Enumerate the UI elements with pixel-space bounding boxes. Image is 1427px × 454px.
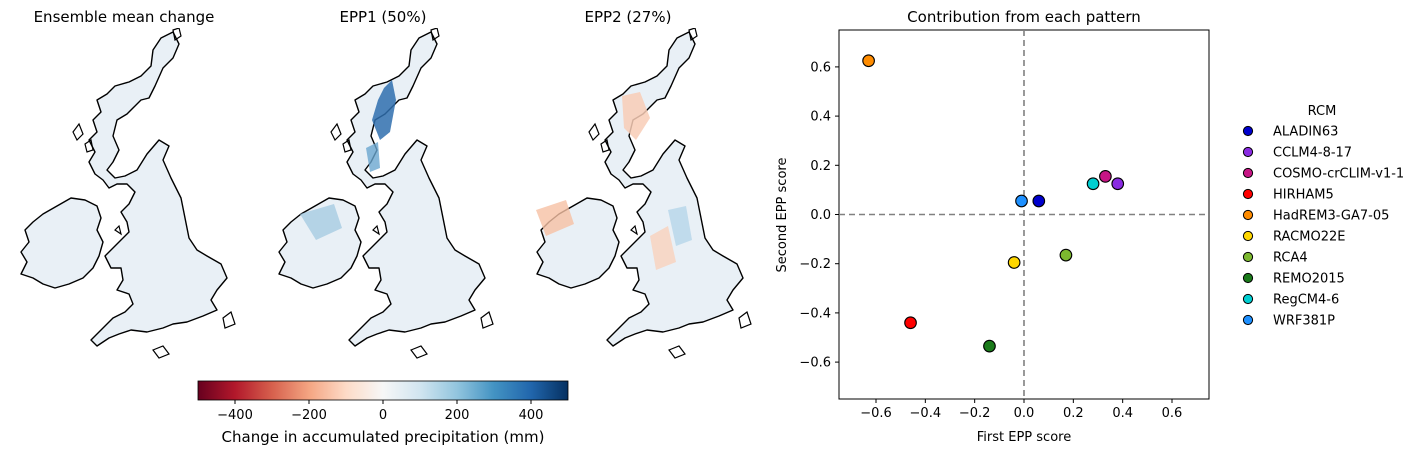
x-tick-label: −0.4 <box>910 406 942 421</box>
point-cclm4-8-17 <box>1111 177 1125 191</box>
map-title-epp2: EPP2 (27%) <box>585 8 672 26</box>
legend-marker <box>1242 125 1254 137</box>
map-title-epp1: EPP1 (50%) <box>340 8 427 26</box>
uk-map-ensemble-mean <box>20 28 236 359</box>
y-tick-label: 0.2 <box>810 159 831 174</box>
x-axis-label: First EPP score <box>977 430 1071 445</box>
y-tick-label: 0.0 <box>810 208 831 223</box>
epp1-ireland-shading <box>300 204 342 240</box>
legend-marker <box>1242 314 1254 326</box>
colorbar-tick-label: 200 <box>445 408 470 423</box>
x-tick-label: 0.4 <box>1112 406 1133 421</box>
point-rca4 <box>1059 248 1073 262</box>
y-axis-label: Second EPP score <box>775 158 790 273</box>
x-tick-label: −0.2 <box>959 406 991 421</box>
legend-marker <box>1242 293 1254 305</box>
y-tick-label: 0.6 <box>810 60 831 75</box>
point-cosmo-crclim-v1-1 <box>1099 170 1112 183</box>
legend-label: REMO2015 <box>1273 272 1345 287</box>
epp1-west-shading <box>366 142 380 172</box>
map-title-ensemble-mean: Ensemble mean change <box>34 8 215 26</box>
colorbar-label: Change in accumulated precipitation (mm) <box>222 428 545 446</box>
colorbar: −400 −200 0 200 400 Change in accumulated pr… <box>197 380 569 446</box>
y-tick-label: −0.4 <box>799 306 831 321</box>
legend-title: RCM <box>1308 104 1337 119</box>
map-panel-ensemble-mean: Ensemble mean change <box>20 8 236 359</box>
point-aladin63 <box>1032 194 1046 208</box>
point-hadrem3-ga7-05 <box>862 54 875 68</box>
map-panel-epp1: EPP1 (50%) <box>278 8 494 359</box>
point-racmo22e <box>1007 256 1021 269</box>
map-panel-epp2: EPP2 (27%) <box>536 8 752 359</box>
legend-marker <box>1242 209 1254 221</box>
epp2-ireland-shading <box>536 200 574 236</box>
colorbar-gradient <box>197 380 569 401</box>
legend-label: WRF381P <box>1273 314 1335 329</box>
y-tick-label: −0.6 <box>799 356 831 371</box>
y-tick-label: −0.2 <box>799 257 831 272</box>
legend-marker <box>1242 167 1254 179</box>
point-wrf381p <box>1015 194 1028 208</box>
legend-label: ALADIN63 <box>1273 125 1338 140</box>
x-tick-label: −0.6 <box>860 406 892 421</box>
chart-title: Contribution from each pattern <box>907 8 1141 26</box>
legend-label: HIRHAM5 <box>1273 188 1334 203</box>
legend-marker <box>1242 272 1254 284</box>
x-tick-label: 0.2 <box>1063 406 1084 421</box>
legend-label: HadREM3-GA7-05 <box>1273 209 1389 224</box>
legend-label: RACMO22E <box>1273 230 1345 245</box>
x-tick-label: 0.0 <box>1014 406 1035 421</box>
y-tick-label: 0.4 <box>810 110 831 125</box>
legend-marker <box>1242 251 1254 263</box>
legend: RCM ALADIN63 CCLM4-8-17 COSMO-crCLIM-v1-1 H… <box>1242 104 1404 329</box>
point-remo2015 <box>983 339 996 353</box>
epp2-wales-shading <box>650 226 676 270</box>
legend-marker <box>1242 188 1254 200</box>
colorbar-tick-label: 0 <box>379 408 387 423</box>
uk-map-epp1 <box>278 28 494 359</box>
point-regcm4-6 <box>1086 177 1100 191</box>
legend-items: ALADIN63 CCLM4-8-17 COSMO-crCLIM-v1-1 HIRHA… <box>1242 125 1404 329</box>
epp1-scotland-shading <box>372 80 396 140</box>
colorbar-tick-label: 400 <box>519 408 544 423</box>
x-tick-label: 0.6 <box>1162 406 1183 421</box>
legend-label: RCA4 <box>1273 251 1308 266</box>
uk-map-epp2 <box>536 28 752 359</box>
legend-marker <box>1242 146 1254 158</box>
legend-label: CCLM4-8-17 <box>1273 146 1352 161</box>
point-hirham5 <box>904 316 917 330</box>
colorbar-ticks: −400 −200 0 200 400 <box>217 400 543 423</box>
data-points <box>862 54 1125 353</box>
epp2-england-shading <box>668 206 692 246</box>
x-axis-ticks: −0.6 −0.4 −0.2 0.0 0.2 0.4 0.6 <box>860 399 1182 421</box>
colorbar-tick-label: −400 <box>217 408 253 423</box>
y-axis-ticks: −0.6 −0.4 −0.2 0.0 0.2 0.4 0.6 <box>799 60 839 371</box>
colorbar-tick-label: −200 <box>291 408 327 423</box>
legend-label: RegCM4-6 <box>1273 293 1339 308</box>
reference-lines <box>839 30 1209 399</box>
epp2-scotland-shading <box>622 92 650 140</box>
legend-label: COSMO-crCLIM-v1-1 <box>1273 167 1404 182</box>
legend-marker <box>1242 230 1254 242</box>
scatter-chart: Contribution from each pattern −0.6 −0.4−… <box>775 8 1210 445</box>
